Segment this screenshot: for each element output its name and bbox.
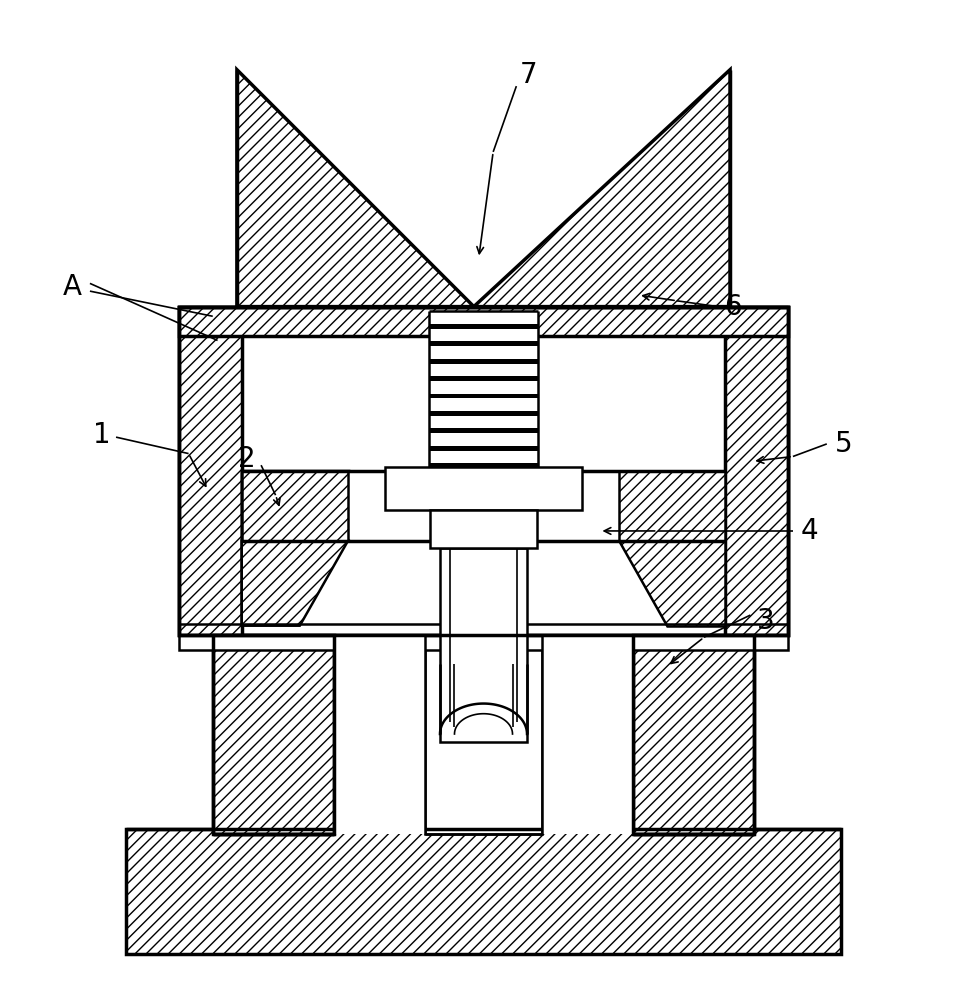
Polygon shape [474, 70, 730, 307]
Bar [542, 635, 633, 834]
Bar [429, 402, 538, 407]
Bar [179, 307, 788, 635]
Bar [213, 635, 334, 834]
Bar [179, 307, 788, 336]
Bar [429, 411, 538, 416]
Bar [429, 385, 538, 390]
Text: 1: 1 [93, 421, 110, 449]
Bar [429, 333, 538, 338]
Text: 5: 5 [835, 430, 852, 458]
Bar [429, 437, 538, 442]
Bar [429, 455, 538, 459]
Bar [179, 307, 788, 635]
Bar [429, 341, 538, 346]
Bar [619, 471, 725, 541]
Polygon shape [242, 541, 348, 626]
Bar [429, 359, 538, 364]
Polygon shape [619, 541, 725, 626]
Text: A: A [63, 273, 82, 301]
Bar [429, 315, 538, 320]
Bar [429, 350, 538, 355]
Bar [429, 428, 538, 433]
Bar [725, 307, 788, 635]
Polygon shape [619, 471, 725, 626]
Bar [179, 635, 788, 650]
Bar [429, 463, 538, 468]
Text: 2: 2 [238, 445, 255, 473]
Bar [334, 635, 425, 834]
Bar [429, 368, 538, 372]
Bar [429, 420, 538, 425]
Bar [429, 324, 538, 329]
Polygon shape [242, 471, 348, 626]
Bar [126, 829, 841, 954]
Bar [633, 635, 754, 834]
Polygon shape [237, 70, 474, 307]
Bar [425, 635, 542, 834]
Bar [440, 548, 527, 742]
Bar [429, 376, 538, 381]
Text: 6: 6 [724, 293, 742, 321]
Bar [430, 510, 537, 548]
Bar [242, 471, 348, 541]
Bar [429, 446, 538, 451]
Text: 7: 7 [520, 61, 538, 89]
Bar [429, 394, 538, 398]
Bar [385, 467, 582, 510]
Text: 4: 4 [801, 517, 818, 545]
Bar [429, 311, 538, 468]
Bar [179, 307, 242, 635]
Text: 3: 3 [757, 607, 775, 635]
